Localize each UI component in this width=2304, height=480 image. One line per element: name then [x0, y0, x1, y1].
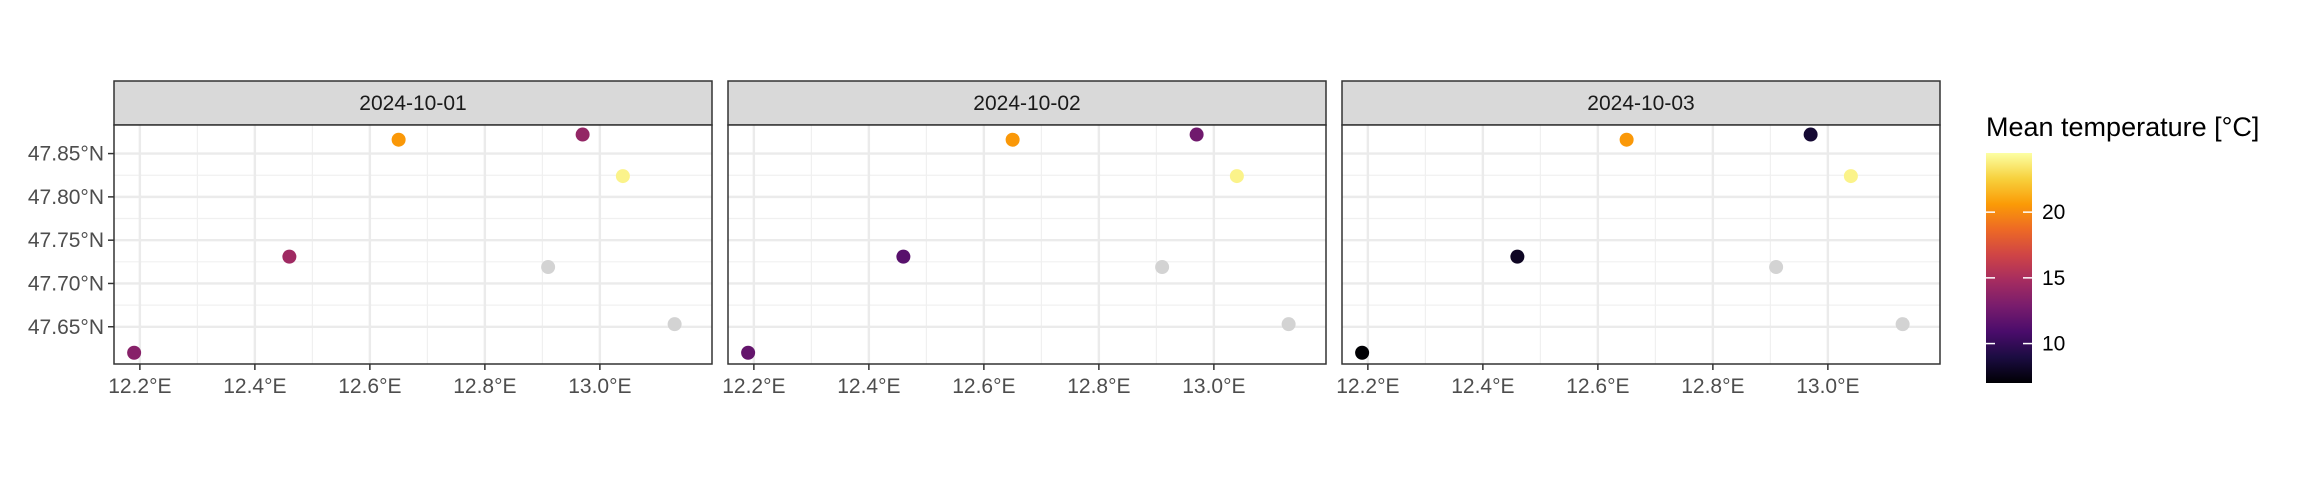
panel-border: [1341, 124, 1941, 365]
station-point: [1769, 260, 1784, 275]
station-point: [575, 127, 590, 142]
y-tick-label: 47.70°N: [28, 272, 104, 295]
panel-background: [728, 125, 1326, 364]
x-tick-label: 13.0°E: [1796, 375, 1859, 398]
station-point: [741, 345, 756, 360]
station-point: [1843, 169, 1858, 184]
colorbar-tick-label: 15: [2042, 267, 2065, 290]
station-point: [541, 260, 556, 275]
panel-border: [727, 124, 1327, 365]
station-point: [1155, 260, 1170, 275]
x-tick-label: 12.2°E: [722, 375, 785, 398]
x-tick-label: 12.6°E: [952, 375, 1015, 398]
facet-strip: [113, 80, 713, 126]
facet-label: 2024-10-02: [973, 92, 1080, 115]
station-point: [1005, 132, 1020, 147]
y-tick-label: 47.65°N: [28, 316, 104, 339]
x-tick-label: 12.2°E: [108, 375, 171, 398]
colorbar-ticks: 10 15 20: [1986, 201, 2065, 356]
station-point: [1895, 317, 1910, 332]
facet-label: 2024-10-03: [1587, 92, 1694, 115]
colorbar-tick-label: 20: [2042, 201, 2065, 224]
facet-panel: 2024-10-03 12.2°E 12.4°E 12.6°E 12.8°E 13.0°E: [1336, 80, 1941, 398]
station-point: [1189, 127, 1204, 142]
station-point: [667, 317, 682, 332]
x-tick-label: 12.8°E: [453, 375, 516, 398]
x-tick-label: 12.2°E: [1336, 375, 1399, 398]
station-point: [282, 249, 297, 264]
station-point: [896, 249, 911, 264]
colorbar: [1986, 153, 2032, 383]
x-tick-label: 12.4°E: [837, 375, 900, 398]
station-point: [615, 169, 630, 184]
x-tick-label: 12.4°E: [1451, 375, 1514, 398]
station-point: [1355, 345, 1370, 360]
colorbar-legend: Mean temperature [°C] 10 15 20: [1986, 112, 2259, 383]
x-tick-label: 12.6°E: [1566, 375, 1629, 398]
station-point: [1510, 249, 1525, 264]
panel-background: [114, 125, 712, 364]
y-tick-label: 47.85°N: [28, 143, 104, 166]
station-point: [127, 345, 142, 360]
facet-panel: 2024-10-01 12.2°E 12.4°E 12.6°E 12.8°E 13.0°E…: [28, 80, 713, 398]
station-point: [1619, 132, 1634, 147]
panel-background: [1342, 125, 1940, 364]
facet-strip: [1341, 80, 1941, 126]
x-tick-label: 12.4°E: [223, 375, 286, 398]
station-point: [1803, 127, 1818, 142]
facet-panels: 2024-10-01 12.2°E 12.4°E 12.6°E 12.8°E 13.0°E…: [28, 80, 1941, 398]
station-point: [1281, 317, 1296, 332]
colorbar-tick-label: 10: [2042, 333, 2065, 356]
x-tick-label: 13.0°E: [1182, 375, 1245, 398]
facet-label: 2024-10-01: [359, 92, 466, 115]
y-tick-label: 47.80°N: [28, 186, 104, 209]
station-point: [1229, 169, 1244, 184]
colorbar-title: Mean temperature [°C]: [1986, 112, 2259, 142]
station-point: [391, 132, 406, 147]
y-tick-label: 47.75°N: [28, 229, 104, 252]
x-tick-label: 12.8°E: [1067, 375, 1130, 398]
x-tick-label: 13.0°E: [568, 375, 631, 398]
x-tick-label: 12.6°E: [338, 375, 401, 398]
panel-border: [113, 124, 713, 365]
facet-panel: 2024-10-02 12.2°E 12.4°E 12.6°E 12.8°E 13.0°E: [722, 80, 1327, 398]
x-tick-label: 12.8°E: [1681, 375, 1744, 398]
